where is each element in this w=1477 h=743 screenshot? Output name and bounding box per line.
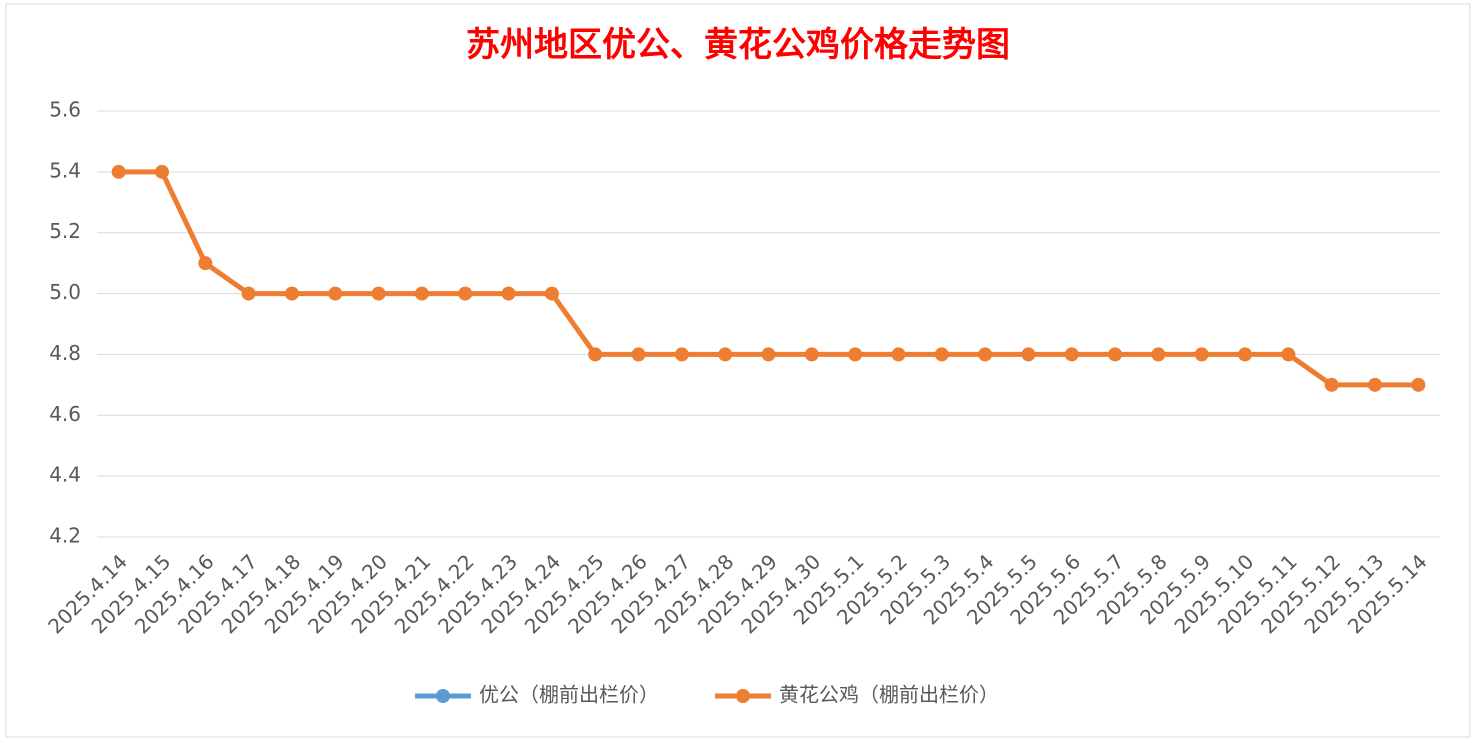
y-tick-label: 5.0: [49, 280, 81, 304]
y-tick-label: 4.4: [49, 463, 81, 487]
data-point: [1324, 377, 1339, 392]
data-point: [1281, 347, 1296, 362]
y-tick-label: 4.2: [49, 524, 81, 548]
data-point: [458, 286, 473, 301]
data-point: [198, 256, 213, 271]
data-point: [674, 347, 689, 362]
data-point: [1108, 347, 1123, 362]
legend-label: 优公（棚前出栏价）: [479, 683, 659, 707]
data-point: [588, 347, 603, 362]
legend-label: 黄花公鸡（棚前出栏价）: [779, 683, 999, 707]
data-point: [284, 286, 299, 301]
y-tick-label: 5.2: [49, 219, 81, 243]
y-tick-label: 4.6: [49, 402, 81, 426]
legend-marker: [436, 689, 450, 703]
data-point: [544, 286, 559, 301]
legend-marker: [736, 689, 750, 703]
chart-title: 苏州地区优公、黄花公鸡价格走势图: [466, 25, 1010, 65]
data-point: [978, 347, 993, 362]
data-point: [718, 347, 733, 362]
y-tick-label: 5.6: [49, 98, 81, 122]
data-point: [1368, 377, 1383, 392]
data-point: [761, 347, 776, 362]
y-tick-label: 4.8: [49, 341, 81, 365]
data-point: [848, 347, 863, 362]
y-tick-label: 5.4: [49, 158, 81, 182]
data-point: [414, 286, 429, 301]
data-point: [371, 286, 386, 301]
chart-frame: [5, 3, 1471, 738]
data-point: [934, 347, 949, 362]
data-point: [631, 347, 646, 362]
data-point: [154, 164, 169, 179]
data-point: [241, 286, 256, 301]
data-point: [328, 286, 343, 301]
data-point: [1151, 347, 1166, 362]
data-point: [1411, 377, 1426, 392]
data-point: [804, 347, 819, 362]
data-point: [891, 347, 906, 362]
data-point: [111, 164, 126, 179]
data-point: [1064, 347, 1079, 362]
data-point: [1021, 347, 1036, 362]
data-point: [501, 286, 516, 301]
data-point: [1194, 347, 1209, 362]
data-point: [1238, 347, 1253, 362]
